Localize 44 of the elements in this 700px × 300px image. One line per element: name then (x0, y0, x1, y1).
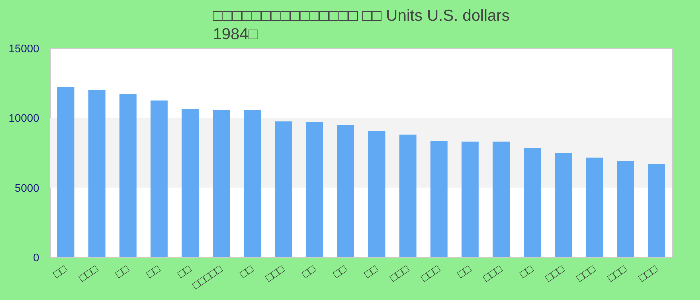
bar (430, 141, 448, 258)
bar (555, 153, 572, 258)
y-tick-label: 0 (33, 252, 40, 264)
bar (244, 110, 262, 258)
x-tick-label: □□ (518, 263, 536, 281)
bar (212, 110, 230, 258)
x-tick-label: □□□ (419, 263, 443, 285)
x-tick-label: □□ (176, 263, 194, 281)
x-tick-label: □□ (456, 263, 474, 281)
x-tick-label: □□ (52, 263, 70, 281)
chart-title: □□□□□□□□□□□□□□□ □□ Units U.S. dollars 1984□ (213, 8, 510, 44)
y-tick-label: 10000 (8, 113, 40, 126)
x-tick-label: □□ (238, 263, 256, 281)
bar (368, 131, 386, 258)
bar (586, 158, 604, 258)
x-tick-label: □□□ (482, 263, 506, 285)
x-tick-label: □□□ (637, 263, 661, 285)
bar (182, 109, 200, 258)
bar (524, 148, 542, 258)
x-tick-label: □□□ (264, 263, 288, 285)
bar (150, 100, 168, 258)
bar (306, 122, 324, 258)
bar (492, 142, 510, 258)
x-tick-label: □□ (300, 263, 319, 281)
bar (337, 125, 355, 258)
bar (120, 94, 137, 258)
bar (58, 88, 75, 258)
bar (400, 134, 417, 258)
x-tick-label: □□ (362, 263, 381, 281)
x-tick-label: □□□ (544, 263, 568, 285)
x-tick-label: □□□ (574, 263, 598, 285)
bar (617, 161, 634, 258)
x-tick-label: □□□ (77, 263, 101, 285)
bar (462, 142, 479, 258)
y-tick-label: 15000 (8, 44, 40, 56)
bar (88, 90, 106, 258)
x-tick-label: □□ (114, 263, 132, 281)
x-tick-label: □□ (144, 263, 164, 281)
bar (275, 122, 292, 258)
y-tick-label: 5000 (15, 182, 40, 195)
x-tick-label: □□□ (606, 263, 630, 285)
x-tick-label: □□ (332, 263, 350, 281)
bar (648, 164, 666, 258)
x-tick-label: □□□ (388, 263, 412, 285)
